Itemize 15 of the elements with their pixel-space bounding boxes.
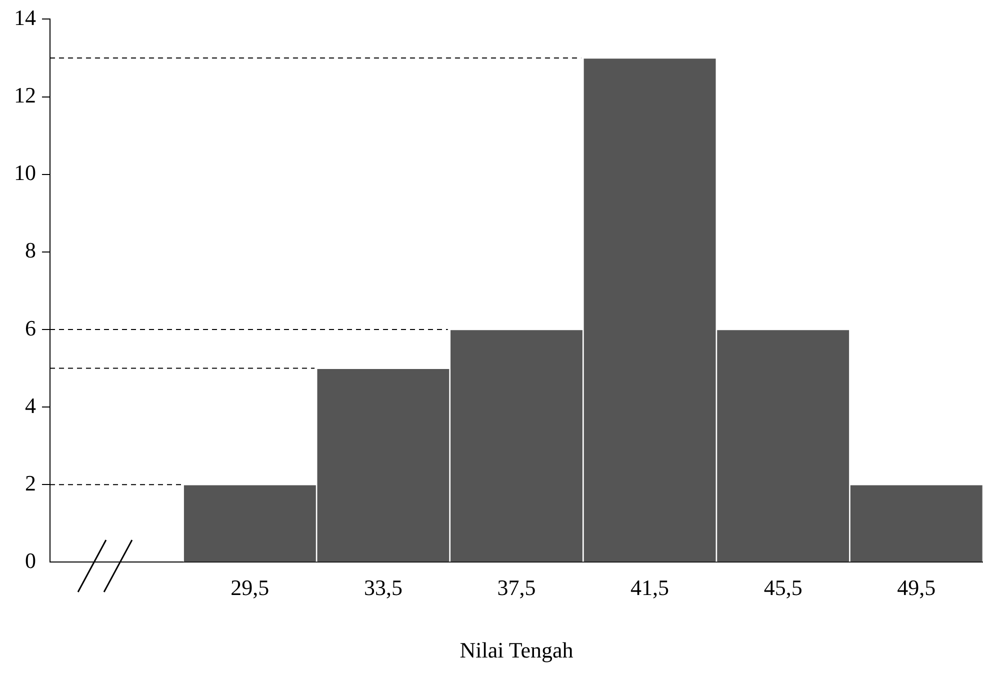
y-tick-label: 12 <box>14 82 36 108</box>
x-tick-label: 37,5 <box>497 575 536 600</box>
y-tick-label: 2 <box>25 470 36 496</box>
x-tick-label: 41,5 <box>630 575 670 600</box>
y-tick-label: 10 <box>14 160 36 186</box>
y-tick-label: 0 <box>25 548 36 573</box>
x-tick-label: 33,5 <box>364 575 402 600</box>
x-tick-label: 29,5 <box>230 575 270 600</box>
x-tick-label: 45,5 <box>764 575 802 600</box>
x-axis-title: Nilai Tengah <box>460 638 574 663</box>
y-tick-label: 14 <box>14 4 36 30</box>
x-tick-label: 49,5 <box>897 575 936 600</box>
y-tick-label: 6 <box>25 315 36 340</box>
y-tick-label: 8 <box>25 238 36 263</box>
y-tick-label: 4 <box>25 392 36 418</box>
